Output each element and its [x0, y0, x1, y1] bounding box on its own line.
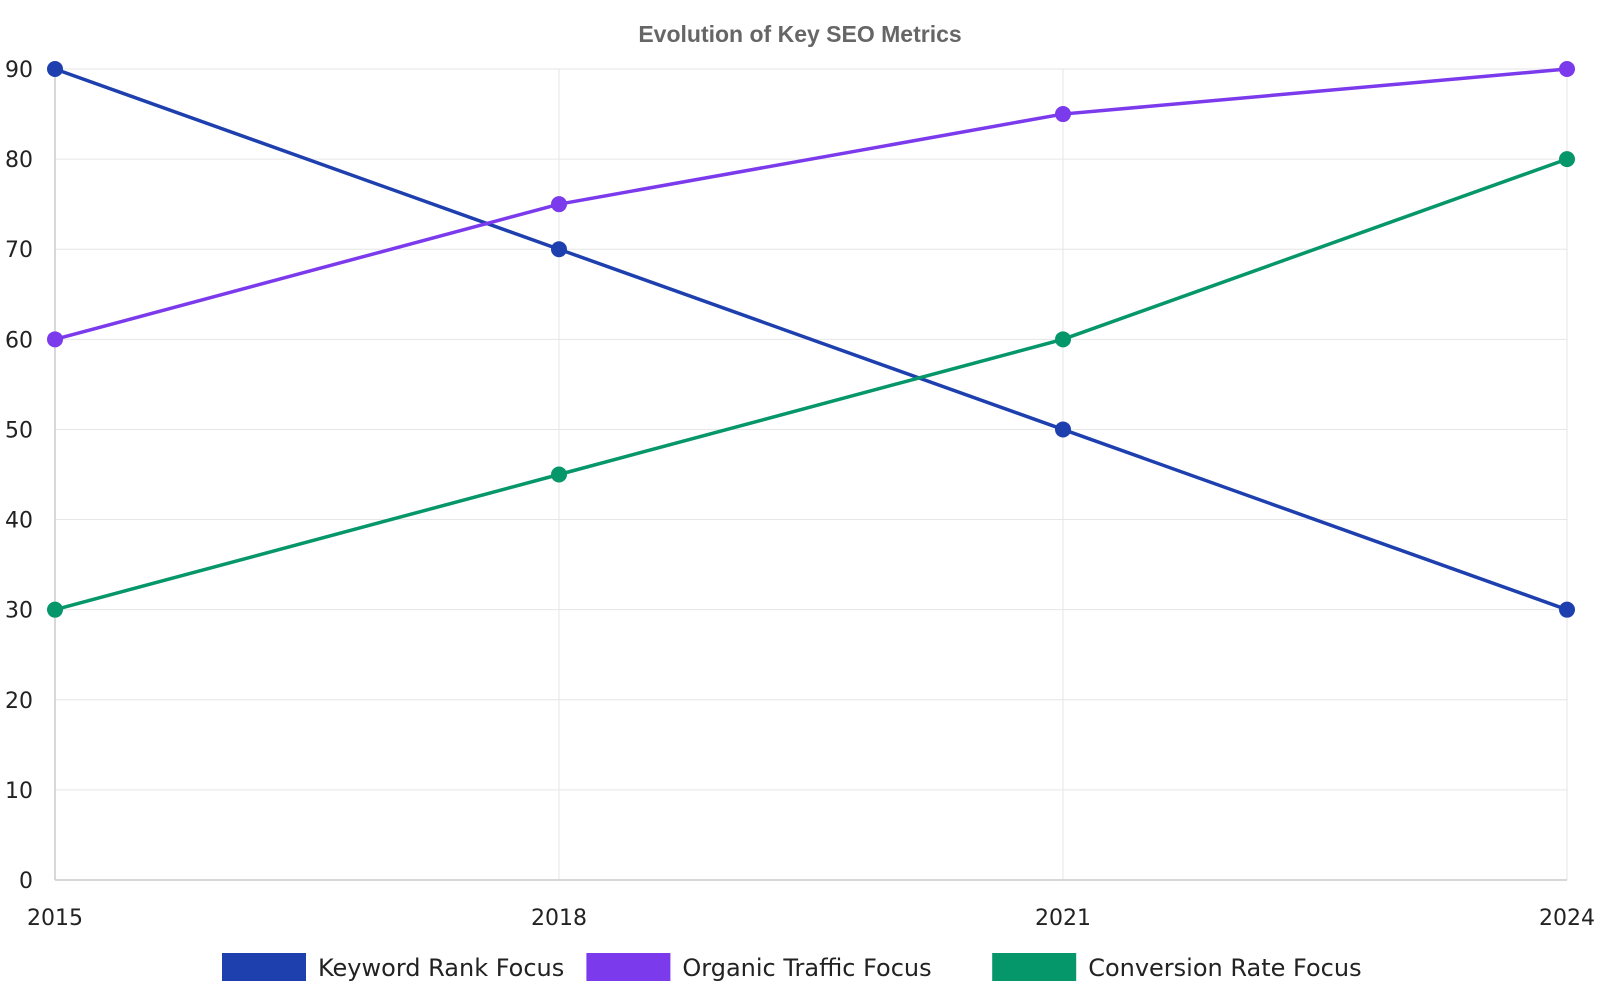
legend-swatch: [992, 953, 1077, 981]
series-1: [47, 61, 1575, 348]
y-tick-label: 60: [5, 328, 33, 353]
chart-title: Evolution of Key SEO Metrics: [638, 21, 961, 47]
y-tick-label: 10: [5, 779, 33, 804]
y-tick-label: 30: [5, 599, 33, 624]
y-tick-label: 0: [19, 869, 33, 894]
legend-label: Conversion Rate Focus: [1088, 954, 1361, 982]
y-tick-label: 50: [5, 418, 33, 443]
axes: 0 10 20 30 40 50 60 70 80 90 2015 2018 2021 2024: [5, 58, 1595, 931]
x-tick-label: 2021: [1035, 906, 1091, 931]
data-point[interactable]: [551, 241, 567, 258]
legend-item[interactable]: Conversion Rate Focus: [992, 953, 1362, 982]
data-point[interactable]: [47, 601, 63, 618]
legend: Keyword Rank Focus Organic Traffic Focus C…: [222, 953, 1362, 982]
data-point[interactable]: [1559, 601, 1575, 618]
legend-item[interactable]: Keyword Rank Focus: [222, 953, 564, 982]
y-tick-label: 40: [5, 509, 33, 534]
x-tick-label: 2024: [1539, 906, 1595, 931]
series-group: [47, 61, 1575, 618]
series-line: [54, 67, 1568, 342]
legend-swatch: [586, 953, 671, 981]
y-tick-label: 90: [5, 58, 33, 83]
legend-label: Organic Traffic Focus: [682, 954, 931, 982]
legend-swatch: [222, 953, 306, 981]
data-point[interactable]: [1055, 331, 1071, 348]
data-point[interactable]: [47, 61, 63, 77]
y-tick-label: 20: [5, 689, 33, 714]
grid: [55, 68, 1568, 880]
series-line: [54, 157, 1568, 612]
data-point[interactable]: [1559, 151, 1575, 168]
x-tick-label: 2018: [531, 906, 587, 931]
data-point[interactable]: [47, 331, 63, 348]
data-point[interactable]: [1055, 106, 1071, 123]
series-0: [47, 61, 1575, 618]
data-point[interactable]: [1559, 61, 1575, 77]
series-2: [47, 151, 1575, 618]
legend-item[interactable]: Organic Traffic Focus: [586, 953, 932, 982]
data-point[interactable]: [551, 466, 567, 483]
y-tick-label: 70: [5, 238, 33, 263]
legend-label: Keyword Rank Focus: [318, 954, 564, 982]
series-line: [54, 67, 1568, 612]
data-point[interactable]: [551, 196, 567, 213]
y-tick-label: 80: [5, 148, 33, 173]
data-point[interactable]: [1055, 421, 1071, 438]
x-tick-label: 2015: [27, 906, 83, 931]
